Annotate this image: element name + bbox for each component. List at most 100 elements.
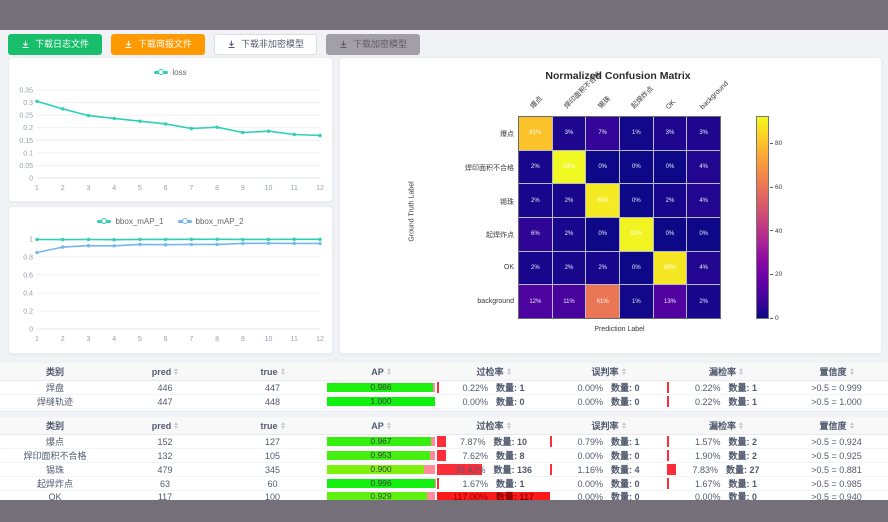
button-label: 下载日志文件 bbox=[35, 39, 90, 49]
colorbar-tick: 80 bbox=[770, 140, 782, 148]
cell-misjudge: 1.16% 数量: 4 bbox=[550, 462, 667, 477]
matrix-cell: 0% bbox=[620, 150, 653, 184]
sort-icon[interactable] bbox=[174, 368, 179, 375]
matrix-cell: 2% bbox=[653, 184, 687, 217]
matrix-cell: 1% bbox=[620, 117, 653, 150]
svg-text:2: 2 bbox=[61, 185, 65, 192]
cell-ap: 0.900 bbox=[325, 462, 437, 477]
table-row: 锡珠 479 345 0.900 39.42% 数量: 136 1.16% 数量: 4 7.83… bbox=[0, 462, 888, 477]
svg-text:2: 2 bbox=[61, 336, 65, 343]
legend-item-loss[interactable]: loss bbox=[154, 68, 187, 77]
download-log-button[interactable]: 下载日志文件 bbox=[8, 34, 103, 55]
cell-true: 105 bbox=[220, 448, 325, 463]
matrix-cell: 90% bbox=[586, 184, 619, 217]
legend-marker bbox=[97, 218, 112, 224]
sort-icon[interactable] bbox=[849, 422, 854, 429]
matrix-cell: 92% bbox=[620, 218, 653, 251]
matrix-row-label: 爆点 bbox=[500, 130, 514, 138]
confusion-matrix-grid: 81% 3% 7% 1% 3% 3% 2% 93% 0% 0% 0% 4% 2% 2% 90% 0% 2% 4% 6… bbox=[518, 116, 721, 319]
column-header-true[interactable]: true bbox=[220, 363, 325, 381]
matrix-cell: 4% bbox=[687, 150, 720, 184]
colorbar-tick: 20 bbox=[770, 271, 782, 279]
sort-icon[interactable] bbox=[739, 422, 743, 429]
matrix-cell: 6% bbox=[519, 218, 552, 251]
table-row: 起焊炸点 63 60 0.996 1.67% 数量: 1 0.00% 数量: 0 1.67% 数量… bbox=[0, 476, 888, 491]
cell-ap: 1.000 bbox=[325, 394, 437, 409]
colorbar bbox=[756, 116, 769, 319]
svg-text:0.8: 0.8 bbox=[23, 255, 33, 262]
table-header-row: 类别 pred true AP 过检率 误判率 漏检率 置信度 bbox=[0, 417, 888, 435]
column-header-ap[interactable]: AP bbox=[325, 363, 437, 381]
cell-class: 锡珠 bbox=[0, 462, 110, 477]
matrix-cell: 2% bbox=[552, 218, 586, 251]
download-encrypted-model-button[interactable]: 下载加密模型 bbox=[326, 34, 421, 55]
sort-icon[interactable] bbox=[506, 368, 511, 375]
sort-icon[interactable] bbox=[621, 422, 626, 429]
column-header-overkill[interactable]: 过检率 bbox=[437, 363, 550, 381]
cell-true: 60 bbox=[220, 476, 325, 491]
cell-true: 127 bbox=[220, 434, 325, 449]
sort-icon[interactable] bbox=[621, 368, 626, 375]
column-header-pred[interactable]: pred bbox=[110, 363, 220, 381]
column-header-ap[interactable]: AP bbox=[325, 417, 437, 435]
column-header-pred[interactable]: pred bbox=[110, 417, 220, 435]
column-header-miss[interactable]: 漏检率 bbox=[667, 363, 785, 381]
matrix-cell: 2% bbox=[519, 251, 552, 285]
cell-overkill: 0.22% 数量: 1 bbox=[437, 380, 550, 395]
matrix-row-label: OK bbox=[503, 264, 514, 272]
svg-text:11: 11 bbox=[291, 185, 298, 192]
map-chart-card: bbox_mAP_1 bbox_mAP_2 0 0.2 0.4 0.6 0.8 1 1 2 3 4 5… bbox=[8, 206, 333, 354]
svg-text:1: 1 bbox=[35, 185, 39, 192]
matrix-cell: 4% bbox=[687, 184, 720, 217]
matrix-cell: 3% bbox=[552, 117, 586, 150]
legend-item-bbox_mAP_1[interactable]: bbox_mAP_1 bbox=[97, 217, 164, 226]
cell-pred: 63 bbox=[110, 476, 220, 491]
column-header-confidence[interactable]: 置信度 bbox=[785, 363, 888, 381]
column-header-miss[interactable]: 漏检率 bbox=[667, 417, 785, 435]
column-header-overkill[interactable]: 过检率 bbox=[437, 417, 550, 435]
svg-text:3: 3 bbox=[87, 336, 91, 343]
matrix-cell: 3% bbox=[653, 117, 687, 150]
svg-text:11: 11 bbox=[291, 336, 298, 343]
matrix-cell: 7% bbox=[586, 117, 619, 150]
sort-icon[interactable] bbox=[174, 422, 179, 429]
matrix-cell: 93% bbox=[552, 150, 586, 184]
summary-table: 类别 pred true AP 过检率 误判率 漏检率 置信度 焊盘 446 447 0.986 0.… bbox=[0, 363, 888, 409]
cell-overkill: 7.62% 数量: 8 bbox=[437, 448, 550, 463]
cell-confidence: >0.5 = 0.985 bbox=[785, 476, 888, 491]
sort-icon[interactable] bbox=[849, 368, 854, 375]
sort-icon[interactable] bbox=[280, 422, 285, 429]
cell-pred: 447 bbox=[110, 394, 220, 409]
cell-overkill: 0.00% 数量: 0 bbox=[437, 394, 550, 409]
download-plain-model-button[interactable]: 下载非加密模型 bbox=[214, 34, 318, 55]
matrix-row-label: background bbox=[477, 298, 514, 306]
sort-icon[interactable] bbox=[280, 368, 285, 375]
cell-miss: 0.22% 数量: 1 bbox=[667, 380, 785, 395]
svg-text:0.35: 0.35 bbox=[19, 88, 33, 95]
loss-chart: 00.050.10.150.20.250.30.351 2 3 4 5 6 7 8 9 10 11 1… bbox=[19, 88, 324, 193]
svg-text:9: 9 bbox=[241, 185, 245, 192]
cell-miss: 1.57% 数量: 2 bbox=[667, 434, 785, 449]
cell-overkill: 1.67% 数量: 1 bbox=[437, 476, 550, 491]
matrix-cell: 2% bbox=[552, 251, 586, 285]
table-body: 焊盘 446 447 0.986 0.22% 数量: 1 0.00% 数量: 0 0.22% 数量… bbox=[0, 380, 888, 409]
cell-misjudge: 0.00% 数量: 0 bbox=[550, 476, 667, 491]
svg-text:12: 12 bbox=[316, 336, 324, 343]
column-header-true[interactable]: true bbox=[220, 417, 325, 435]
svg-text:1: 1 bbox=[29, 237, 33, 244]
download-report-button[interactable]: 下载简报文件 bbox=[111, 34, 206, 55]
sort-icon[interactable] bbox=[506, 422, 511, 429]
matrix-cell: 2% bbox=[519, 150, 552, 184]
sort-icon[interactable] bbox=[386, 368, 391, 375]
sort-icon[interactable] bbox=[386, 422, 391, 429]
sort-icon[interactable] bbox=[739, 368, 743, 375]
column-header-misjudge[interactable]: 误判率 bbox=[550, 417, 667, 435]
cell-confidence: >0.5 = 0.999 bbox=[785, 380, 888, 395]
column-header-misjudge[interactable]: 误判率 bbox=[550, 363, 667, 381]
svg-text:7: 7 bbox=[189, 185, 193, 192]
legend-item-bbox_mAP_2[interactable]: bbox_mAP_2 bbox=[177, 217, 244, 226]
x-axis-label: Prediction Label bbox=[594, 326, 645, 333]
cell-misjudge: 0.00% 数量: 0 bbox=[550, 394, 667, 409]
svg-text:8: 8 bbox=[215, 336, 219, 343]
column-header-confidence[interactable]: 置信度 bbox=[785, 417, 888, 435]
